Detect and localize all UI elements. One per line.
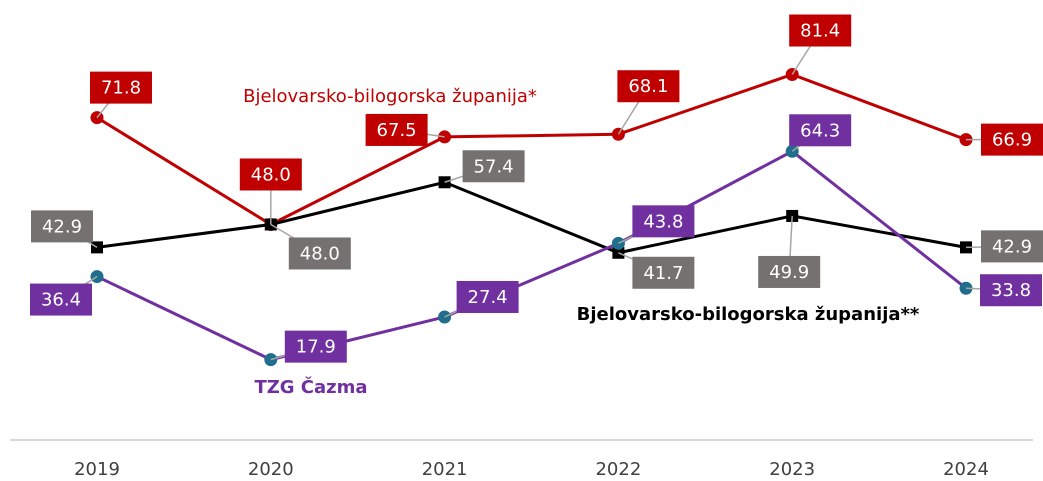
data-label: 48.0 <box>251 164 291 185</box>
label-box <box>462 150 525 183</box>
x-tick-label: 2022 <box>595 459 641 480</box>
label-box <box>31 210 93 243</box>
data-label: 57.4 <box>474 156 514 177</box>
label-box <box>456 280 519 313</box>
data-label: 33.8 <box>991 280 1031 301</box>
series: Bjelovarsko-bilogorska županija* <box>90 68 973 231</box>
x-tick-label: 2019 <box>74 459 120 480</box>
x-tick-label: 2024 <box>943 459 989 480</box>
series-label: TZG Čazma <box>254 376 367 398</box>
data-label: 42.9 <box>42 216 82 237</box>
data-label: 36.4 <box>41 290 81 311</box>
label-box <box>90 71 152 104</box>
label-box <box>632 256 695 289</box>
data-label: 68.1 <box>628 76 668 97</box>
data-label: 66.9 <box>992 130 1032 151</box>
label-box <box>981 123 1043 156</box>
label-box <box>30 283 92 316</box>
data-label: 81.4 <box>800 21 840 42</box>
label-box <box>758 255 821 288</box>
label-box <box>789 114 852 147</box>
data-labels: 42.9 48.0 57.4 41.7 49.9 42.9 <box>31 150 1043 289</box>
data-label: 17.9 <box>296 337 336 358</box>
series-label: Bjelovarsko-bilogorska županija** <box>577 304 920 325</box>
data-label: 48.0 <box>300 243 340 264</box>
series: TZG Čazma <box>90 144 973 398</box>
label-box <box>980 274 1042 307</box>
x-tick-label: 2020 <box>248 459 294 480</box>
data-label: 64.3 <box>800 120 840 141</box>
label-box <box>981 230 1043 263</box>
x-tick-label: 2021 <box>422 459 468 480</box>
label-box <box>365 113 428 146</box>
x-tick-label: 2023 <box>769 459 815 480</box>
label-box <box>789 14 852 47</box>
line <box>96 72 967 227</box>
data-labels: 36.4 17.9 27.4 43.8 64.3 33.8 <box>30 114 1042 363</box>
data-label: 49.9 <box>769 262 809 283</box>
data-label: 43.8 <box>643 211 683 232</box>
label-box <box>239 158 302 191</box>
label-box <box>632 205 695 238</box>
series: Bjelovarsko-bilogorska županija** <box>91 176 972 325</box>
data-label: 27.4 <box>468 287 508 308</box>
data-label: 71.8 <box>101 78 141 99</box>
line <box>96 180 967 255</box>
label-box <box>284 330 347 363</box>
label-box <box>288 237 351 270</box>
series-label: Bjelovarsko-bilogorska županija* <box>243 86 537 107</box>
data-label: 42.9 <box>992 236 1032 257</box>
data-labels: 71.8 48.0 67.5 68.1 81.4 66.9 <box>90 14 1043 225</box>
line <box>96 149 967 362</box>
data-label: 67.5 <box>377 120 417 141</box>
data-label: 41.7 <box>643 263 683 284</box>
label-box <box>617 70 680 103</box>
